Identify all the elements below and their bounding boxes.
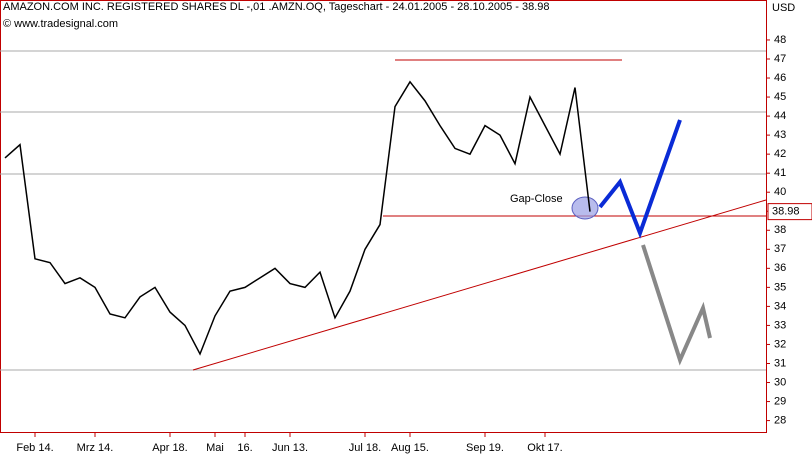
y-tick-label: 30 [774, 376, 786, 388]
y-tick-label: 41 [774, 167, 786, 179]
y-tick-label: 44 [774, 110, 786, 122]
x-tick-label: Mrz 14. [77, 442, 114, 454]
y-axis-label: USD [772, 2, 795, 14]
y-tick-label: 47 [774, 53, 786, 65]
x-tick-label: Apr 18. [152, 442, 187, 454]
last-value-label: 38.98 [772, 206, 800, 218]
y-tick-label: 37 [774, 243, 786, 255]
source: © www.tradesignal.com [3, 18, 118, 30]
y-tick-label: 45 [774, 91, 786, 103]
x-tick-label: Jul 18. [349, 442, 381, 454]
x-tick-label: Sep 19. [466, 442, 504, 454]
x-tick-label: Jun 13. [272, 442, 308, 454]
y-tick-label: 48 [774, 34, 786, 46]
projection-down [641, 244, 712, 366]
x-tick-label: Okt 17. [527, 442, 562, 454]
support-lines [0, 50, 767, 371]
y-tick-label: 42 [774, 148, 786, 160]
y-tick-label: 36 [774, 262, 786, 274]
x-tick-label: Feb 14. [16, 442, 53, 454]
y-tick-label: 28 [774, 414, 786, 426]
x-tick-label: Mai [206, 442, 224, 454]
y-tick-label: 33 [774, 319, 786, 331]
y-tick-label: 32 [774, 338, 786, 350]
y-tick-label: 43 [774, 129, 786, 141]
y-tick-label: 40 [774, 186, 786, 198]
x-tick-label: Aug 15. [391, 442, 429, 454]
y-tick-label: 34 [774, 300, 786, 312]
chart-title: AMAZON.COM INC. REGISTERED SHARES DL -,0… [3, 1, 550, 13]
trend-line [192, 199, 767, 371]
projection-up [598, 119, 682, 239]
annotation: Gap-Close [510, 193, 563, 205]
y-tick-label: 31 [774, 357, 786, 369]
x-tick-label: 16. [237, 442, 252, 454]
price-line [4, 80, 591, 356]
y-tick-label: 38 [774, 224, 786, 236]
last-value-box [767, 203, 812, 221]
gap-marker [571, 196, 599, 220]
y-tick-label: 29 [774, 395, 786, 407]
y-tick-label: 35 [774, 281, 786, 293]
y-tick-label: 46 [774, 72, 786, 84]
